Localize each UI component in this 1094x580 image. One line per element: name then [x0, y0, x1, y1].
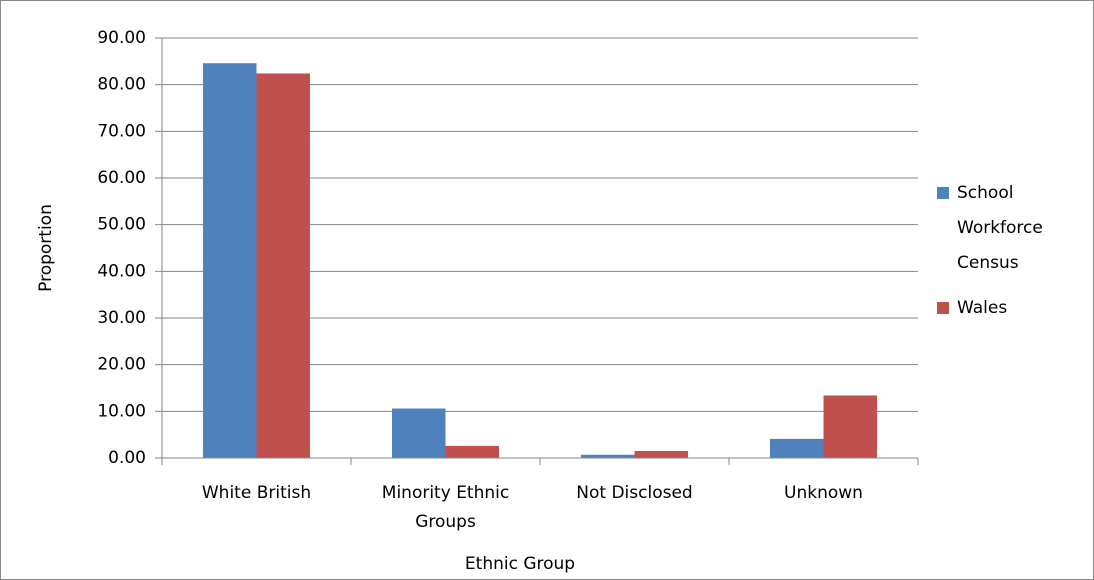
x-tick-label: Not Disclosed: [576, 483, 693, 503]
y-tick-label: 90.00: [97, 28, 146, 48]
y-tick-label: 80.00: [97, 75, 146, 95]
legend-swatch: [937, 302, 949, 314]
x-axis-title: Ethnic Group: [465, 554, 575, 574]
y-tick-label: 10.00: [97, 401, 146, 421]
x-tick-label: White British: [201, 483, 312, 503]
bar: [256, 73, 310, 458]
y-tick-label: 0.00: [108, 448, 146, 468]
y-tick-label: 20.00: [97, 355, 146, 375]
y-tick-label: 30.00: [97, 308, 146, 328]
y-tick-label: 60.00: [97, 168, 146, 188]
legend-label: Wales: [957, 298, 1008, 318]
bar: [581, 454, 635, 458]
y-axis-title: Proportion: [36, 204, 56, 292]
legend-swatch: [937, 187, 949, 199]
x-tick-label: Minority Ethnic Groups: [381, 483, 510, 532]
x-tick-label: Unknown: [784, 483, 863, 503]
bar: [770, 438, 824, 458]
bar: [203, 63, 257, 458]
bar: [392, 408, 446, 458]
y-tick-label: 70.00: [97, 121, 146, 141]
bar: [445, 445, 499, 458]
legend-label: School Workforce Census: [957, 183, 1043, 273]
bar: [823, 395, 877, 458]
y-tick-label: 40.00: [97, 261, 146, 281]
bar: [634, 451, 688, 458]
y-tick-label: 50.00: [97, 215, 146, 235]
